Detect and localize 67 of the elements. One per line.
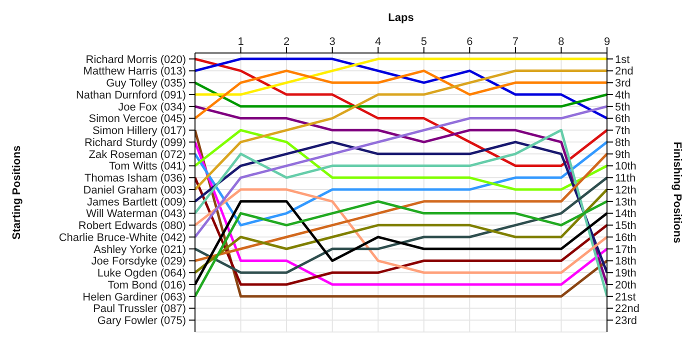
y-tick-label: 16th <box>615 232 636 244</box>
y-tick-label: 13th <box>615 196 636 208</box>
line-series <box>195 128 607 191</box>
y-tick-label: 8th <box>615 136 630 149</box>
text: Helen Gardiner (063) <box>82 291 186 304</box>
y-tick-label: 4th <box>615 89 630 102</box>
line-series <box>195 58 607 96</box>
y-tick-label: 20th <box>615 279 636 292</box>
y-tick-label: 14th <box>615 208 636 220</box>
text: Joe Forsdyke (029) <box>91 256 186 268</box>
text: Ashley Yorke (021) <box>94 244 186 256</box>
line-series <box>195 152 607 262</box>
text: Matthew Harris (013) <box>83 66 186 78</box>
text: Gary Fowler (075) <box>97 315 186 328</box>
x-tick-label: 1 <box>238 36 244 48</box>
text: Zak Roseman (072) <box>88 148 186 161</box>
y-tick-label: 3rd <box>615 78 631 90</box>
text: Simon Hillery (017) <box>92 125 186 138</box>
x-tick-label: 8 <box>558 36 564 48</box>
text: Paul Trussler (087) <box>93 303 186 316</box>
y-tick-label: 2nd <box>615 66 634 78</box>
line-series <box>195 58 607 168</box>
y-tick-label: 21st <box>615 291 636 304</box>
text: Joe Fox (034) <box>118 101 186 114</box>
y-tick-label: 9th <box>615 148 630 161</box>
y-tick-label: 15th <box>615 220 636 232</box>
y-tick-label: 11th <box>615 172 636 185</box>
x-tick-label: 5 <box>420 36 427 48</box>
y-tick-label: 17th <box>615 244 636 256</box>
y-tick-label: 6th <box>615 113 630 126</box>
y-tick-label: 1st <box>615 54 630 66</box>
y-tick-label: 10th <box>615 160 636 173</box>
text: Nathan Durnford (091) <box>76 89 186 102</box>
text: James Bartlett (009) <box>86 196 186 208</box>
x-tick-label: 4 <box>375 36 382 48</box>
y-tick-label: 19th <box>615 268 636 280</box>
line-series <box>195 58 607 120</box>
y-tick-label: 18th <box>615 256 636 268</box>
x-tick-label: 3 <box>329 36 336 48</box>
x-tick-label: 7 <box>512 36 519 48</box>
y-tick-label: 12th <box>615 184 636 196</box>
y-tick-label: 5th <box>615 101 630 114</box>
x-tick-label: 6 <box>466 36 473 48</box>
text: Tom Witts (041) <box>108 160 186 173</box>
y-tick-label: 7th <box>615 125 630 138</box>
x-tick-label: 2 <box>283 36 290 48</box>
text: Starting Positions <box>10 145 23 240</box>
x-tick-label: 9 <box>604 36 610 48</box>
line-series <box>195 105 607 238</box>
text: Richard Sturdy (099) <box>84 136 186 149</box>
text: Luke Ogden (064) <box>97 268 186 280</box>
y-tick-label: 23rd <box>615 315 638 328</box>
text: Tom Bond (016) <box>108 279 186 292</box>
text: Will Waterman (043) <box>86 208 186 220</box>
line-series <box>195 70 607 120</box>
text: Daniel Graham (003) <box>83 184 186 196</box>
text: Robert Edwards (080) <box>78 220 186 232</box>
text: Richard Morris (020) <box>86 54 186 66</box>
x-axis-title: Laps <box>388 12 414 24</box>
y-axis-title: Finishing Positions <box>671 142 684 244</box>
text: Charlie Bruce-White (042) <box>58 232 186 244</box>
text: Guy Tolley (035) <box>106 78 186 90</box>
line-series <box>195 70 607 191</box>
y-tick-label: 22nd <box>615 303 640 316</box>
line-series <box>195 140 607 226</box>
text: Simon Vercoe (045) <box>88 113 186 126</box>
text: Thomas Isham (036) <box>84 172 186 185</box>
